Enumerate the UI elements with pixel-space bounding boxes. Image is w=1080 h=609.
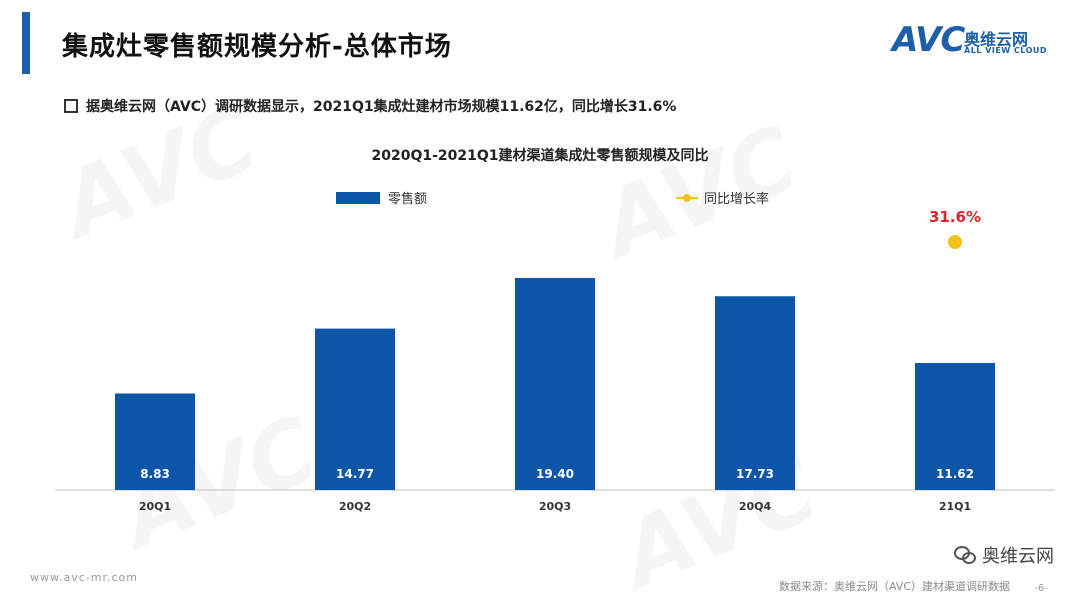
bar <box>315 328 395 490</box>
growth-value-label: 31.6% <box>929 208 981 226</box>
bar <box>515 278 595 490</box>
x-tick-label: 20Q1 <box>139 500 171 513</box>
chart-title: 2020Q1-2021Q1建材渠道集成灶零售额规模及同比 <box>371 148 709 164</box>
logo-en-text: ALL VIEW CLOUD <box>964 46 1048 55</box>
title-accent-bar <box>22 12 30 74</box>
bar-value-label: 8.83 <box>140 467 170 481</box>
legend-label-sales: 零售额 <box>388 192 428 207</box>
bar-value-label: 11.62 <box>936 467 974 481</box>
wechat-icon <box>954 546 976 564</box>
legend-label-growth: 同比增长率 <box>704 192 770 207</box>
legend-dot-swatch <box>676 192 698 204</box>
website-url: www.avc-mr.com <box>30 571 138 584</box>
bar-value-label: 19.40 <box>536 467 574 481</box>
legend-bar-swatch <box>336 191 380 204</box>
x-tick-label: 21Q1 <box>939 500 971 513</box>
x-tick-label: 20Q2 <box>339 500 371 513</box>
bar <box>915 363 995 490</box>
legend-item-growth: 同比增长率 <box>676 188 769 207</box>
legend-item-sales: 零售额 <box>336 188 427 207</box>
logo-text: AVC <box>892 20 965 60</box>
logo-cn-text: 奥维云网 <box>964 30 1029 49</box>
square-bullet-icon <box>64 99 78 113</box>
summary-text: 据奥维云网（AVC）调研数据显示，2021Q1集成灶建材市场规模11.62亿，同… <box>86 99 677 115</box>
growth-point <box>948 235 962 249</box>
data-source: 数据来源：奥维云网（AVC）建材渠道调研数据 <box>778 580 1010 593</box>
page-title: 集成灶零售额规模分析-总体市场 <box>62 32 452 62</box>
wechat-name: 奥维云网 <box>982 546 1054 567</box>
bar-value-label: 17.73 <box>736 467 774 481</box>
wechat-account: 奥维云网 <box>954 542 1054 568</box>
bar <box>715 296 795 490</box>
page-number: -6- <box>1034 583 1048 594</box>
x-tick-label: 20Q4 <box>739 500 772 513</box>
summary-bullet: 据奥维云网（AVC）调研数据显示，2021Q1集成灶建材市场规模11.62亿，同… <box>64 96 676 116</box>
bar-value-label: 14.77 <box>336 467 374 481</box>
bar <box>115 393 195 490</box>
x-tick-label: 20Q3 <box>539 500 571 513</box>
avc-logo: AVC 奥维云网 ALL VIEW CLOUD <box>892 20 1052 62</box>
